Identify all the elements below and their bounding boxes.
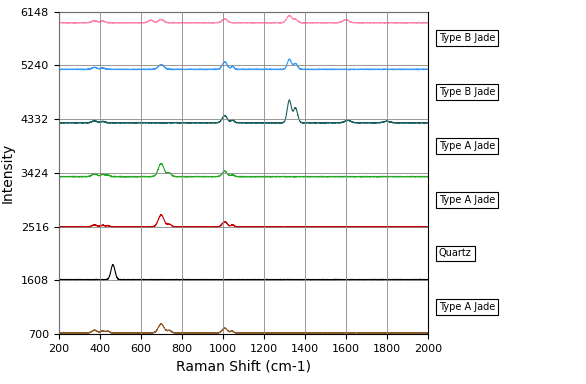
Y-axis label: Intensity: Intensity (1, 143, 15, 203)
Text: Type B Jade: Type B Jade (439, 87, 495, 97)
Text: Type A Jade: Type A Jade (439, 302, 495, 312)
Text: Type A Jade: Type A Jade (439, 195, 495, 205)
Text: Type B Jade: Type B Jade (439, 33, 495, 43)
Text: Type A Jade: Type A Jade (439, 141, 495, 151)
X-axis label: Raman Shift (cm-1): Raman Shift (cm-1) (176, 359, 311, 373)
Text: Quartz: Quartz (439, 248, 472, 258)
